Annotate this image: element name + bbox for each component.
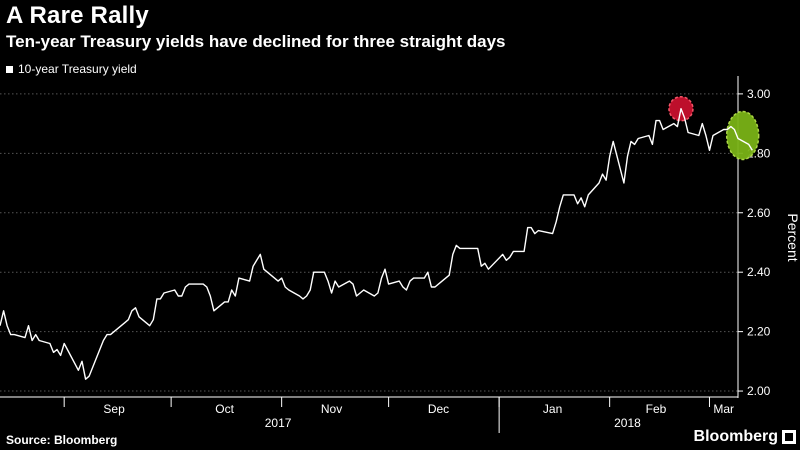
y-axis-label: Percent [785,213,800,261]
x-month-label: Nov [321,402,342,416]
annotation-layer [668,95,760,161]
series-line-ten-year-yield [0,108,753,380]
chart-title: A Rare Rally [6,2,149,29]
x-month-label: Oct [215,402,234,416]
y-tick-label: 2.60 [747,206,771,220]
x-month-label: Sep [103,402,125,416]
x-year-label: 2017 [265,416,292,430]
x-month-label: Mar [713,402,734,416]
series-layer [0,108,753,380]
y-tick-label: 3.00 [747,87,771,101]
source-note: Source: Bloomberg [6,433,118,447]
legend-label: 10-year Treasury yield [18,62,137,76]
chart-subtitle: Ten-year Treasury yields have declined f… [6,32,506,51]
brand-logo: Bloomberg [694,428,796,446]
grid-layer [0,93,738,392]
y-tick-label: 2.20 [747,325,771,339]
legend-swatch [6,65,13,73]
y-tick-label: 2.00 [747,384,771,398]
decline-highlight-ellipse [725,110,760,161]
x-month-label: Dec [428,402,449,416]
brand-mark-icon [782,430,796,444]
x-month-label: Jan [543,402,562,416]
chart-legend: 10-year Treasury yield [6,62,137,76]
brand-wordmark: Bloomberg [693,428,778,445]
y-tick-label: 2.40 [747,265,771,279]
x-month-label: Feb [646,402,667,416]
x-year-label: 2018 [614,416,641,430]
